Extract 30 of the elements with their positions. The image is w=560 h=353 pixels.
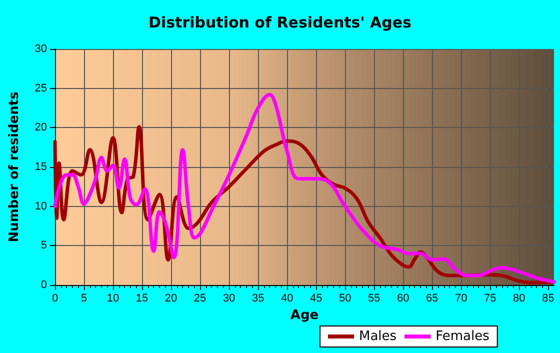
- x-tick-label: 75: [484, 292, 496, 304]
- legend-label: Females: [436, 329, 490, 344]
- chart-title: Distribution of Residents' Ages: [148, 14, 412, 32]
- x-tick-label: 55: [368, 292, 380, 304]
- y-tick-label: 30: [34, 43, 47, 55]
- x-tick-label: 40: [280, 292, 294, 304]
- x-axis-title: Age: [290, 308, 319, 323]
- y-tick-label: 0: [40, 279, 47, 291]
- x-tick-label: 80: [513, 292, 526, 304]
- x-tick-label: 60: [397, 292, 410, 304]
- legend-label: Males: [359, 329, 397, 344]
- x-tick-label: 50: [338, 292, 352, 304]
- y-tick-label: 25: [34, 82, 47, 94]
- x-tick-label: 25: [194, 292, 206, 304]
- x-tick-label: 5: [80, 292, 88, 304]
- y-axis-title: Number of residents: [7, 91, 22, 242]
- x-tick-label: 15: [136, 292, 148, 304]
- x-tick-label: 0: [52, 292, 58, 304]
- x-tick-label: 45: [310, 292, 322, 304]
- y-tick-label: 15: [34, 161, 47, 173]
- y-tick-label: 10: [34, 200, 47, 212]
- x-tick-label: 20: [164, 292, 178, 304]
- x-tick-label: 30: [222, 292, 236, 304]
- y-tick-label: 5: [40, 240, 47, 252]
- x-tick-label: 10: [106, 292, 120, 304]
- x-tick-label: 85: [542, 292, 554, 304]
- x-tick-label: 35: [252, 292, 264, 304]
- y-tick-label: 20: [34, 122, 47, 134]
- x-tick-label: 70: [455, 292, 468, 304]
- x-tick-label: 65: [426, 292, 438, 304]
